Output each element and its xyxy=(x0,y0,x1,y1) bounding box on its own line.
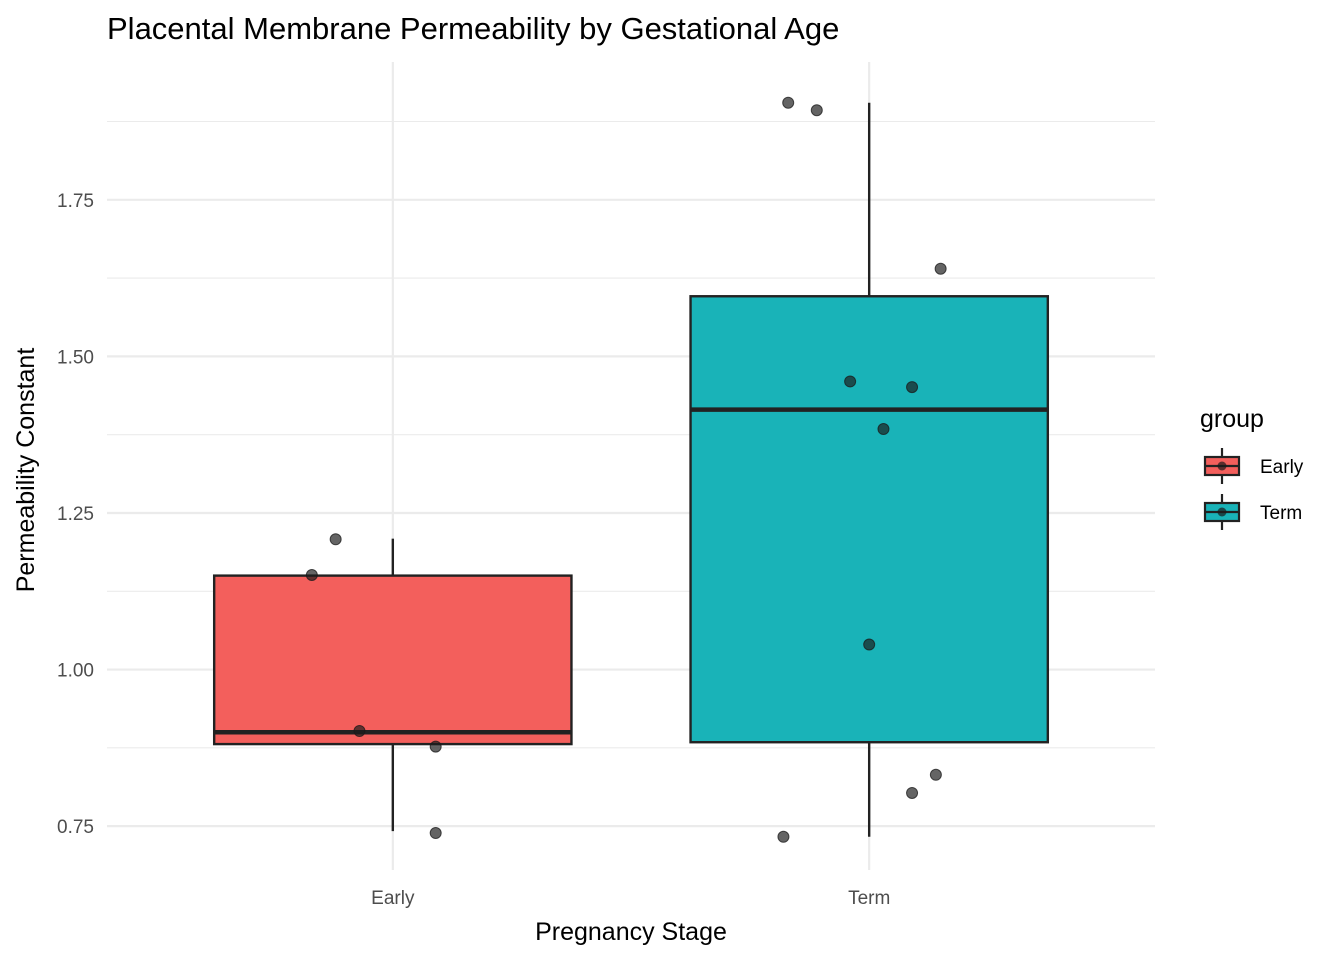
x-tick-label: Term xyxy=(848,888,890,909)
legend-key-point xyxy=(1217,507,1227,517)
data-point xyxy=(329,533,342,546)
y-tick-label: 1.25 xyxy=(57,504,94,525)
chart-title: Placental Membrane Permeability by Gesta… xyxy=(107,11,839,46)
data-point xyxy=(810,104,823,117)
y-tick-label: 0.75 xyxy=(57,817,94,838)
legend-key-point xyxy=(1217,461,1227,471)
data-point xyxy=(429,827,442,840)
box-body xyxy=(212,574,573,746)
legend-entries: Early Term xyxy=(1203,448,1304,530)
x-tick-label: Early xyxy=(371,888,415,909)
boxes xyxy=(212,102,1050,837)
box-term xyxy=(689,102,1050,837)
box-early xyxy=(212,538,573,832)
data-point xyxy=(863,638,876,651)
legend-entry-term: Term xyxy=(1203,494,1302,530)
jitter-points xyxy=(305,96,947,843)
data-point xyxy=(429,740,442,753)
data-point xyxy=(929,768,942,781)
data-point xyxy=(782,96,795,109)
data-point xyxy=(906,786,919,799)
data-point xyxy=(777,830,790,843)
data-point xyxy=(305,568,318,581)
data-point xyxy=(844,375,857,388)
box-body xyxy=(689,295,1050,744)
legend-title: group xyxy=(1200,405,1264,433)
legend-entry-early: Early xyxy=(1203,448,1304,484)
x-axis-ticks: Early Term xyxy=(371,888,890,909)
y-axis-ticks: 0.75 1.00 1.25 1.50 1.75 xyxy=(57,191,94,838)
legend-label: Early xyxy=(1260,457,1304,478)
y-axis-title: Permeability Constant xyxy=(12,348,40,593)
x-axis-title: Pregnancy Stage xyxy=(535,918,727,946)
data-point xyxy=(353,724,366,737)
legend-label: Term xyxy=(1260,503,1302,524)
data-point xyxy=(877,423,890,436)
legend: group Early Term xyxy=(1200,405,1304,530)
y-tick-label: 1.50 xyxy=(57,347,94,368)
y-tick-label: 1.75 xyxy=(57,191,94,212)
data-point xyxy=(906,381,919,394)
data-point xyxy=(934,262,947,275)
y-tick-label: 1.00 xyxy=(57,661,94,682)
